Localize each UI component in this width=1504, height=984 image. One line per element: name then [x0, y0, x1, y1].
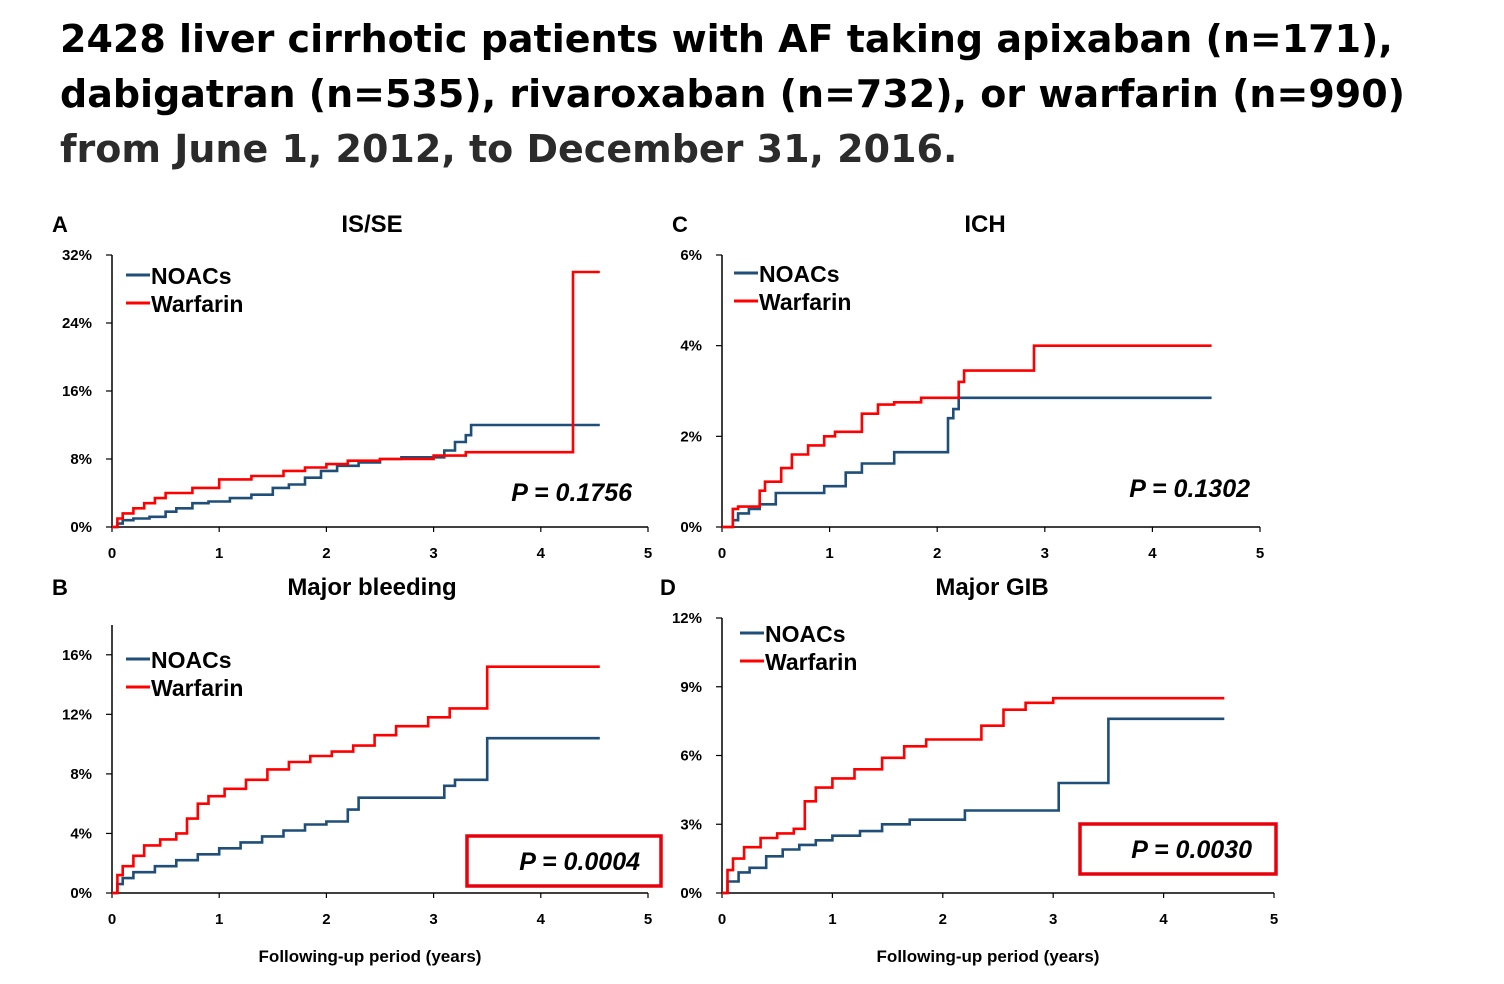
p-value: P = 0.0030 — [1131, 836, 1252, 864]
y-tick-label: 12% — [672, 610, 702, 627]
x-tick-label: 3 — [1041, 545, 1049, 562]
series-line-warfarin — [722, 344, 1212, 529]
x-tick-label: 5 — [644, 911, 652, 928]
y-tick-label: 12% — [62, 706, 92, 723]
series-line-noacs — [112, 423, 600, 529]
slide-title-highlight: 2428 liver cirrhotic patients with AF ta… — [60, 17, 1406, 116]
panel-title: Major bleeding — [287, 574, 456, 601]
y-tick-label: 6% — [680, 247, 702, 264]
x-axis-label: Following-up period (years) — [259, 947, 482, 966]
y-tick-label: 3% — [680, 816, 702, 833]
x-tick-label: 1 — [828, 911, 836, 928]
x-tick-label: 4 — [537, 545, 546, 562]
legend-label: NOACs — [151, 263, 232, 289]
x-tick-label: 3 — [429, 545, 437, 562]
panel-d: D Major GIB 0% 3% 6% 9% 12% 0 1 2 3 4 5 Following-up … — [660, 574, 1278, 966]
x-tick-label: 0 — [718, 911, 726, 928]
panel-letter: C — [672, 212, 688, 237]
legend-label: Warfarin — [151, 291, 243, 317]
legend-label: NOACs — [151, 647, 232, 673]
y-tick-label: 32% — [62, 247, 92, 264]
y-tick-label: 6% — [680, 748, 702, 765]
x-tick-label: 3 — [429, 911, 437, 928]
panel-title: Major GIB — [935, 574, 1048, 601]
slide-title: 2428 liver cirrhotic patients with AF ta… — [60, 12, 1500, 177]
y-tick-label: 9% — [680, 679, 702, 696]
x-tick-label: 0 — [108, 545, 116, 562]
panel-title: IS/SE — [341, 211, 402, 238]
x-tick-label: 4 — [537, 911, 546, 928]
series-line-warfarin — [722, 696, 1225, 895]
y-tick-label: 4% — [680, 338, 702, 355]
series-line-warfarin — [112, 665, 600, 895]
panel-letter: A — [52, 212, 68, 237]
y-tick-label: 8% — [70, 766, 92, 783]
x-axis-label: Following-up period (years) — [877, 947, 1100, 966]
series-line-noacs — [112, 736, 600, 895]
y-tick-label: 4% — [70, 825, 92, 842]
x-tick-label: 0 — [108, 911, 116, 928]
legend-label: NOACs — [765, 621, 846, 647]
legend-label: Warfarin — [765, 649, 857, 675]
x-tick-label: 1 — [215, 911, 223, 928]
y-tick-label: 16% — [62, 647, 92, 664]
y-tick-label: 0% — [70, 885, 92, 902]
x-tick-label: 4 — [1159, 911, 1168, 928]
y-tick-label: 16% — [62, 383, 92, 400]
x-tick-label: 2 — [322, 911, 330, 928]
x-tick-label: 5 — [1270, 911, 1278, 928]
x-tick-label: 1 — [825, 545, 833, 562]
legend-label: NOACs — [759, 261, 840, 287]
x-tick-label: 5 — [644, 545, 652, 562]
legend-label: Warfarin — [759, 289, 851, 315]
slide-title-rest: from June 1, 2012, to December 31, 2016. — [60, 127, 958, 171]
x-tick-label: 2 — [933, 545, 941, 562]
legend-label: Warfarin — [151, 675, 243, 701]
x-tick-label: 4 — [1148, 545, 1157, 562]
panel-title: ICH — [964, 211, 1005, 238]
x-tick-label: 1 — [215, 545, 223, 562]
x-tick-label: 2 — [322, 545, 330, 562]
y-tick-label: 2% — [680, 428, 702, 445]
series-line-noacs — [722, 396, 1212, 529]
y-tick-label: 8% — [70, 451, 92, 468]
series-line-warfarin — [112, 270, 600, 529]
panel-letter: B — [52, 575, 68, 600]
y-tick-label: 0% — [680, 885, 702, 902]
x-tick-label: 0 — [718, 545, 726, 562]
y-tick-label: 0% — [70, 519, 92, 536]
x-tick-label: 2 — [939, 911, 947, 928]
y-tick-label: 0% — [680, 519, 702, 536]
p-value-highlight-box — [465, 834, 663, 888]
p-value: P = 0.1302 — [1129, 475, 1250, 503]
y-tick-label: 24% — [62, 315, 92, 332]
p-value: P = 0.1756 — [511, 479, 633, 507]
series-line-noacs — [722, 717, 1225, 895]
x-tick-label: 5 — [1256, 545, 1264, 562]
panel-letter: D — [660, 575, 676, 600]
p-value: P = 0.0004 — [519, 848, 640, 876]
p-value-highlight-box — [1078, 822, 1278, 876]
x-tick-label: 3 — [1049, 911, 1057, 928]
panel-b: B Major bleeding 0% 4% 8% 12% 16% 0 1 2 3 4 5 Followi… — [52, 574, 663, 966]
